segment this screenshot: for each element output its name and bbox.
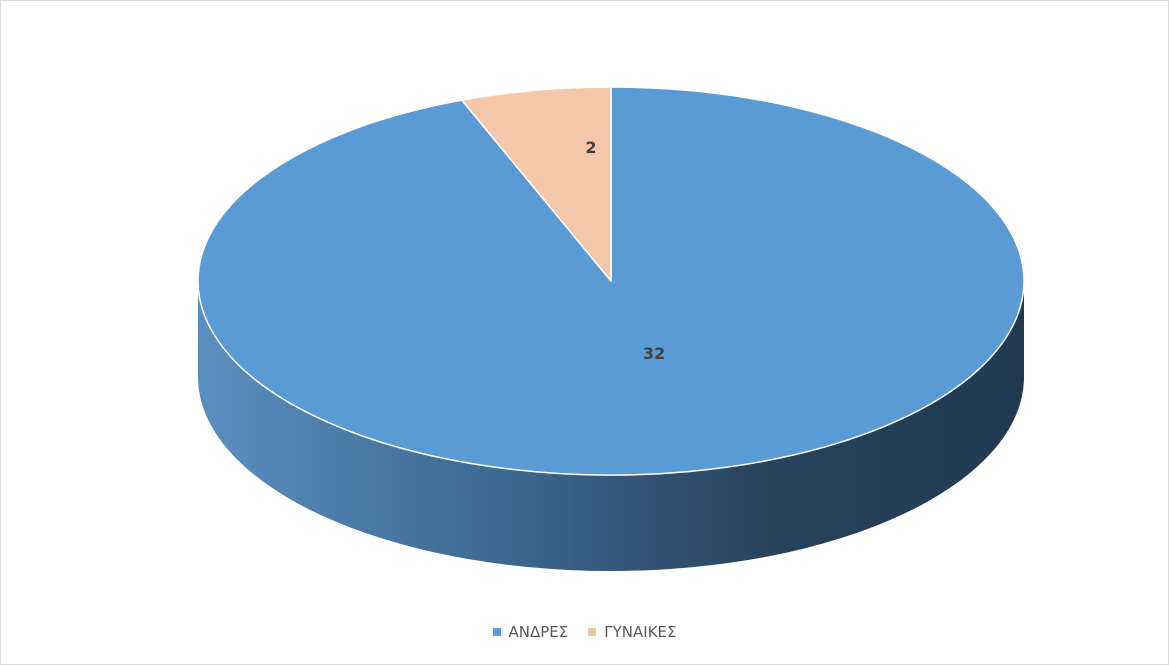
pie-top <box>197 86 1025 476</box>
pie-slice-women <box>461 86 612 282</box>
pie-side-men <box>198 281 1024 571</box>
pie-data-labels: 32 2 <box>585 138 665 363</box>
legend: ΑΝΔΡΕΣ ΓΥΝΑΙΚΕΣ <box>0 620 1169 644</box>
legend-label-men: ΑΝΔΡΕΣ <box>508 623 569 641</box>
legend-swatch-men <box>492 628 501 636</box>
legend-label-women: ΓΥΝΑΙΚΕΣ <box>604 623 677 641</box>
legend-item-men: ΑΝΔΡΕΣ <box>492 623 569 641</box>
legend-swatch-women <box>588 628 597 636</box>
data-label-men: 32 <box>643 344 665 363</box>
data-label-women: 2 <box>585 138 596 157</box>
pie-side-wall <box>198 281 1024 571</box>
legend-item-women: ΓΥΝΑΙΚΕΣ <box>588 623 676 641</box>
